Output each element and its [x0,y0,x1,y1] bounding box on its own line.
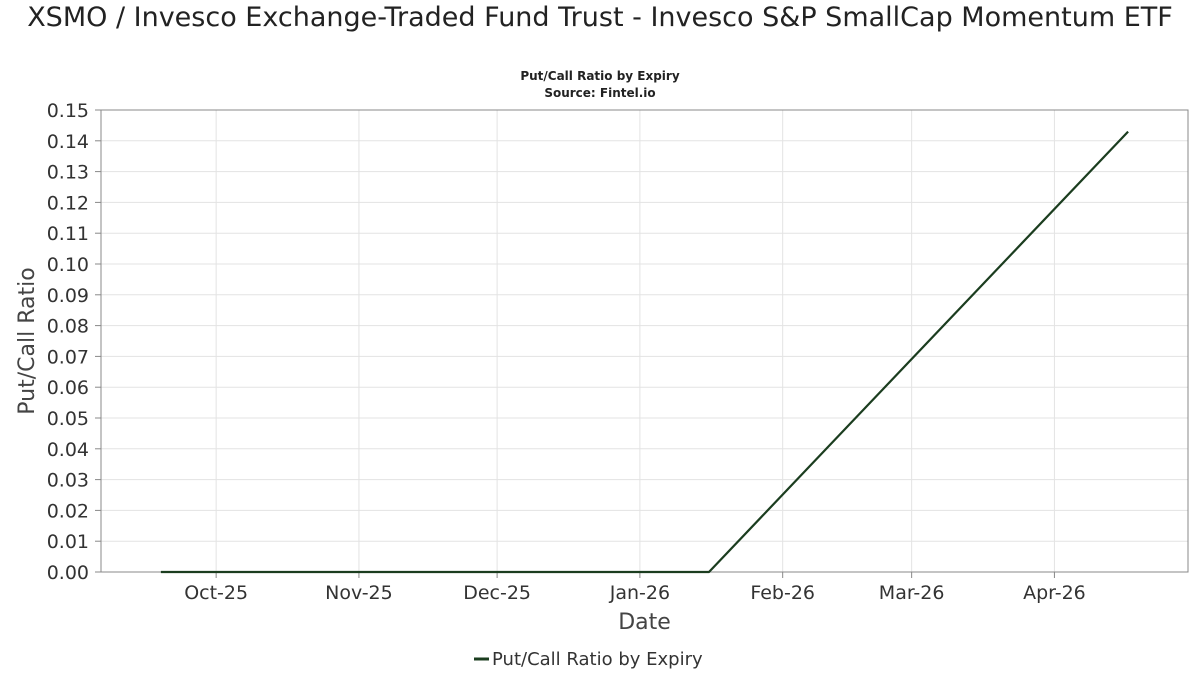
y-tick-label: 0.11 [47,223,89,245]
y-tick-label: 0.09 [47,285,89,307]
x-axis-title: Date [618,610,671,635]
chart-source: Source: Fintel.io [544,86,656,100]
x-tick-label: Jan-26 [609,582,670,604]
y-tick-label: 0.03 [47,470,89,492]
series-line [160,130,1129,574]
y-tick-label: 0.15 [47,100,89,122]
y-tick-label: 0.08 [47,316,89,338]
grid-lines [101,109,1188,573]
y-tick-label: 0.13 [47,162,89,184]
x-tick-label: Dec-25 [463,582,531,604]
y-tick-label: 0.12 [47,192,89,214]
y-tick-label: 0.02 [47,500,89,522]
y-tick-label: 0.06 [47,377,89,399]
x-tick-label: Oct-25 [184,582,248,604]
y-axis: 0.00 0.01 0.02 0.03 0.04 0.05 0.06 0.07 0.08 0.09… [47,100,101,584]
legend-label: Put/Call Ratio by Expiry [492,649,703,670]
y-tick-label: 0.00 [47,562,89,584]
x-tick-label: Feb-26 [750,582,815,604]
x-axis: Oct-25 Nov-25 Dec-25 Jan-26 Feb-26 Mar-26 Apr-… [184,572,1086,604]
y-axis-title: Put/Call Ratio [15,267,40,414]
y-tick-label: 0.01 [47,531,89,553]
x-tick-label: Mar-26 [879,582,945,604]
series-layer [160,130,1129,574]
x-tick-label: Nov-25 [325,582,393,604]
y-tick-label: 0.10 [47,254,89,276]
legend[interactable]: Put/Call Ratio by Expiry [474,649,703,670]
x-tick-label: Apr-26 [1023,582,1086,604]
y-tick-label: 0.07 [47,346,89,368]
y-tick-label: 0.04 [47,439,89,461]
plot-area [100,109,1189,573]
chart-subtitle: Put/Call Ratio by Expiry [520,69,680,83]
y-tick-label: 0.14 [47,131,89,153]
chart-title: XSMO / Invesco Exchange-Traded Fund Trus… [27,2,1173,33]
y-tick-label: 0.05 [47,408,89,430]
